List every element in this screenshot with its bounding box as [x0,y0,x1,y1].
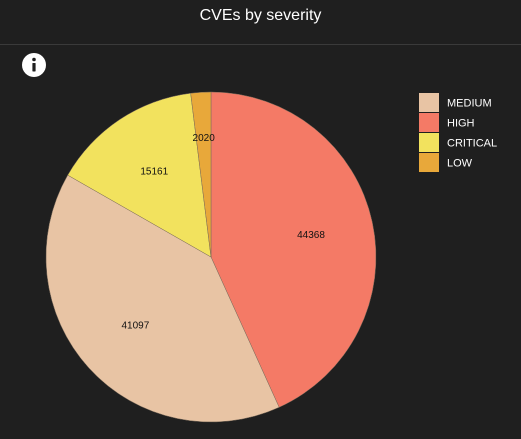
pie-slice-medium[interactable] [45,174,280,423]
pie-slice-critical[interactable] [67,92,212,258]
slice-label-medium: 41097 [121,321,149,332]
legend-label-low[interactable]: LOW [447,157,473,169]
pie-slice-labels: 44368 41097 15161 2020 [121,133,325,331]
legend-label-high[interactable]: HIGH [447,117,475,129]
pie-slice-high[interactable] [210,91,377,408]
chart-title: CVEs by severity [199,7,322,24]
chart-legend: MEDIUM HIGH CRITICAL LOW [419,93,497,172]
slice-label-low: 2020 [193,133,216,144]
slice-label-high: 44368 [297,230,325,241]
pie-slices [45,91,377,423]
info-icon[interactable] [22,53,46,77]
pie-slice-low[interactable] [190,91,212,258]
legend-swatch-medium[interactable] [419,93,439,112]
slice-label-critical: 15161 [140,167,168,178]
legend-label-critical[interactable]: CRITICAL [447,137,497,149]
legend-label-medium[interactable]: MEDIUM [447,97,492,109]
legend-swatch-critical[interactable] [419,133,439,152]
title-divider [0,44,521,45]
legend-swatch-high[interactable] [419,113,439,132]
legend-swatch-low[interactable] [419,153,439,172]
